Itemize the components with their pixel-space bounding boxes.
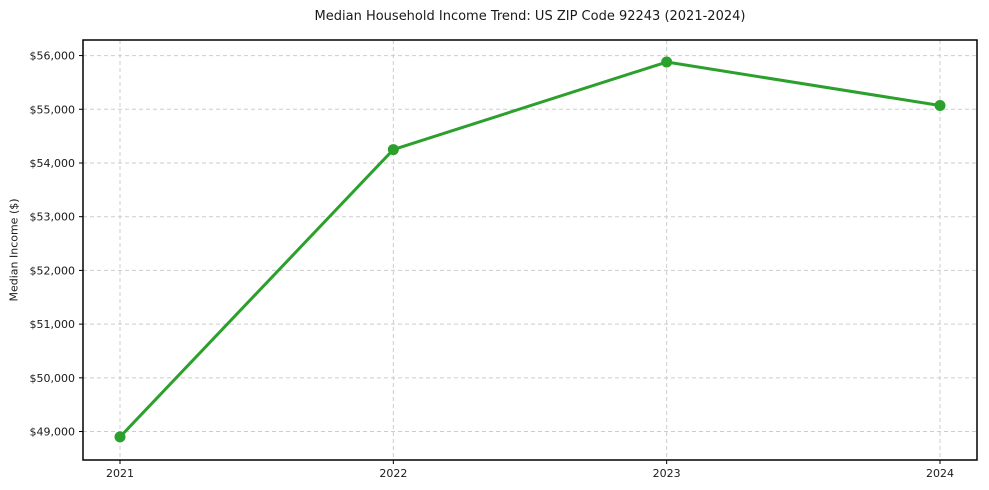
y-tick-label: $54,000 [30,157,76,170]
y-tick-label: $51,000 [30,318,76,331]
x-tick-label: 2022 [379,467,407,480]
data-point-2022 [387,144,399,156]
y-tick-label: $53,000 [30,211,76,224]
y-tick-label: $52,000 [30,264,76,277]
y-tick-label: $49,000 [30,426,76,439]
x-tick-label: 2024 [926,467,954,480]
data-point-2023 [661,56,673,68]
chart-title: Median Household Income Trend: US ZIP Co… [314,9,746,24]
data-point-2021 [114,431,126,443]
y-tick-label: $56,000 [30,50,76,63]
series-line [118,60,942,439]
x-tick-label: 2023 [653,467,681,480]
y-tick-label: $50,000 [30,372,76,385]
y-tick-label: $55,000 [30,103,76,116]
plot-border [82,39,978,461]
data-point-2024 [934,100,946,112]
x-tick-label: 2021 [106,467,134,480]
